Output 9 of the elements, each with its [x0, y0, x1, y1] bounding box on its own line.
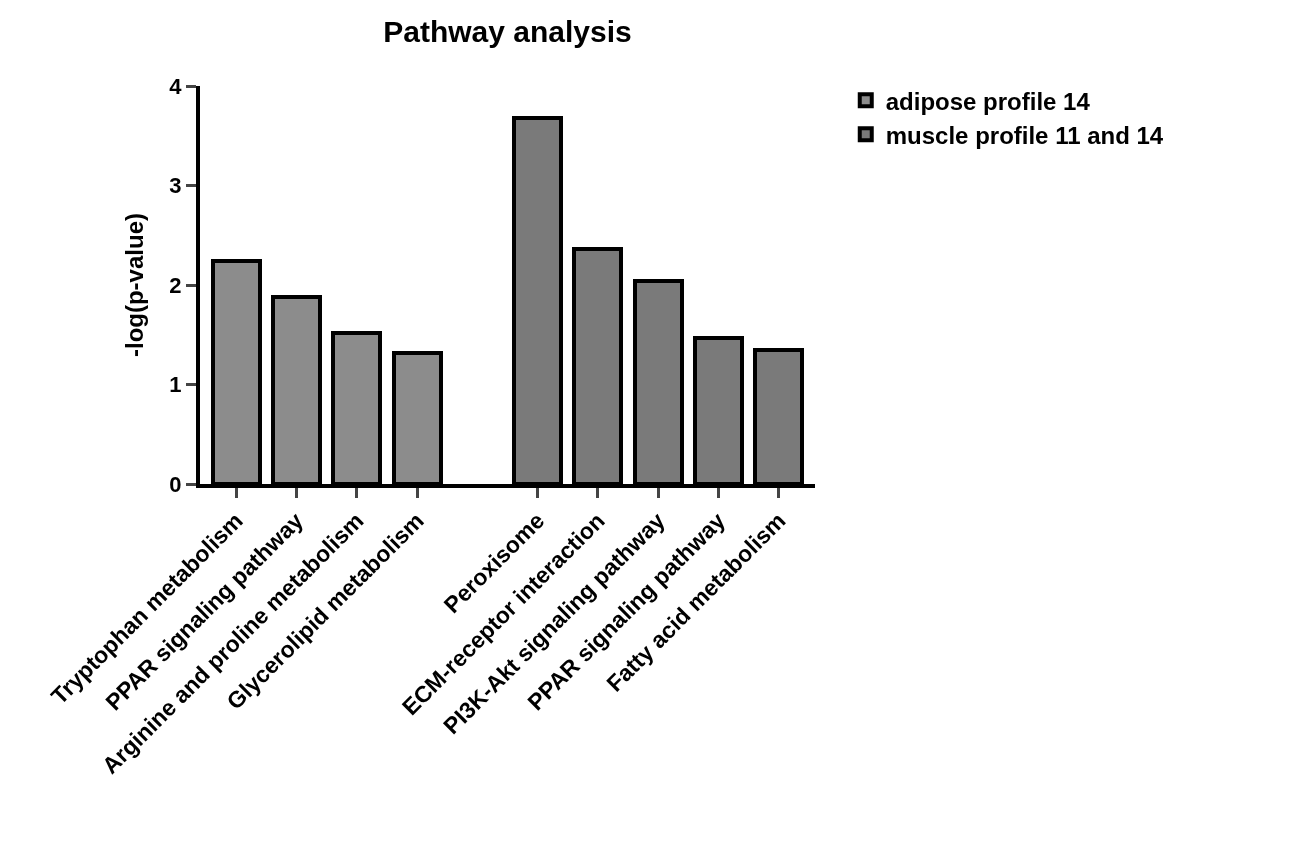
y-tick-label: 3 [169, 173, 182, 199]
y-tick-label: 4 [169, 73, 183, 99]
y-tick-label: 2 [169, 272, 182, 298]
legend-label: muscle profile 11 and 14 [885, 121, 1164, 149]
legend-label: adipose profile 14 [885, 87, 1091, 115]
y-axis-title: -log(p-value) [120, 213, 148, 357]
chart-title: Pathway analysis [383, 15, 632, 49]
y-tick-label: 1 [169, 372, 182, 398]
y-tick-label: 0 [169, 471, 182, 497]
